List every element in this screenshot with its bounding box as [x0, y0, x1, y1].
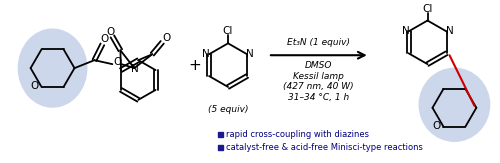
Bar [218, 145, 223, 150]
Text: N: N [402, 26, 409, 36]
Text: Et₃N (1 equiv): Et₃N (1 equiv) [288, 38, 350, 47]
Text: O: O [113, 57, 122, 67]
Text: N: N [132, 64, 139, 74]
Text: O: O [100, 34, 108, 44]
Text: O: O [106, 27, 114, 37]
Ellipse shape [418, 68, 490, 142]
Text: O: O [30, 81, 38, 91]
Text: DMSO: DMSO [305, 61, 332, 70]
Text: (5 equiv): (5 equiv) [208, 105, 248, 114]
Bar [218, 132, 223, 137]
Text: Cl: Cl [422, 4, 432, 14]
Text: rapid cross-coupling with diazines: rapid cross-coupling with diazines [226, 130, 369, 139]
Ellipse shape [18, 29, 87, 108]
Text: Kessil lamp: Kessil lamp [294, 72, 344, 81]
Text: 31–34 °C, 1 h: 31–34 °C, 1 h [288, 93, 350, 102]
Text: N: N [202, 49, 210, 59]
Text: (427 nm, 40 W): (427 nm, 40 W) [284, 82, 354, 91]
Text: +: + [189, 58, 202, 73]
Text: N: N [246, 49, 254, 59]
Text: Cl: Cl [223, 26, 233, 36]
Text: N: N [446, 26, 454, 36]
Text: O: O [162, 33, 170, 43]
Text: O: O [432, 121, 440, 131]
Text: catalyst-free & acid-free Minisci-type reactions: catalyst-free & acid-free Minisci-type r… [226, 143, 423, 152]
